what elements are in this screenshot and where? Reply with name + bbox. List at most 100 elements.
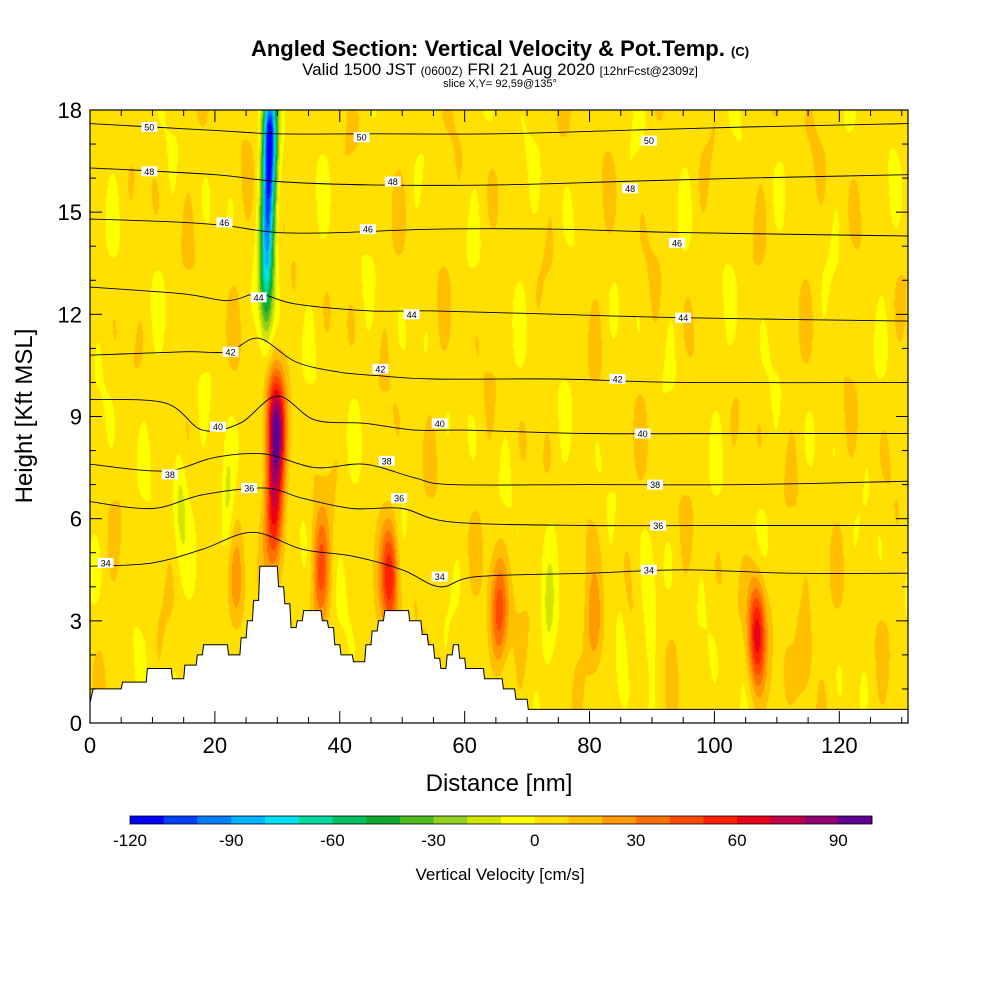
colorbar-swatch [433,816,468,824]
contour-label-bg [431,418,448,429]
contour-label-bg [634,428,651,439]
isentrope-40 [90,395,908,435]
colorbar-swatch [366,816,401,824]
contour-label-bg [161,469,178,480]
contour-label-bg [378,455,395,466]
contour-label: 44 [254,293,264,303]
contour-label-bg [622,183,639,194]
contour-label-bg [210,421,226,432]
colorbar-swatch [804,816,839,824]
colorbar-tick-label: 90 [829,831,848,850]
contour-label-bg [431,571,448,582]
isentrope-42 [90,337,908,384]
colorbar-tick-label: 30 [626,831,645,850]
contour-label-bg [403,309,420,320]
isentrope-36 [90,487,908,527]
x-tick-label: 40 [328,733,352,758]
x-tick-label: 0 [84,733,96,758]
colorbar-swatch [838,816,873,824]
contour-label: 48 [144,167,154,177]
contour-label-bg [141,122,158,132]
contour-labels: 50 50 50 48 48 48 46 46 46 44 44 44 42 42 42 40 40 40 38 38… [97,122,692,582]
contour-label-bg [391,493,408,504]
contour-label-bg [359,224,376,235]
contour-label-bg [250,292,267,303]
colorbar-swatch [737,816,772,824]
contour-label-bg [97,557,114,568]
contour-label-bg [384,176,401,187]
colorbar-swatch [130,816,165,824]
isentrope-contours [90,123,908,588]
contour-label: 36 [394,494,404,504]
subtitle-forecast: [12hrFcst@2309z] [599,64,698,78]
contour-label: 38 [165,470,175,480]
contour-label: 34 [101,558,111,568]
vertical-velocity-field [90,110,908,723]
x-tick-label: 120 [821,733,858,758]
contour-label: 42 [613,375,623,385]
isentrope-34 [90,531,908,588]
colorbar-title: Vertical Velocity [cm/s] [415,865,584,884]
chart-subtitle: Valid 1500 JST (0600Z) FRI 21 Aug 2020 [… [0,60,1000,80]
subtitle-utc: (0600Z) [420,64,463,78]
x-axis-title: Distance [nm] [426,770,573,797]
chart-title: Angled Section: Vertical Velocity & Pot.… [0,36,1000,62]
y-tick-label: 3 [70,609,82,634]
y-tick-label: 18 [58,98,82,123]
contour-label-bg [675,312,692,323]
colorbar-swatch [635,816,670,824]
colorbar-swatch [568,816,603,824]
contour-label: 34 [435,572,445,582]
isentrope-38 [90,452,908,486]
title-main: Angled Section: Vertical Velocity & Pot.… [250,36,725,61]
subtitle-date: FRI 21 Aug 2020 [467,60,595,79]
contour-label: 42 [225,347,235,357]
x-tick-label: 20 [203,733,227,758]
colorbar-swatch [501,816,536,824]
y-tick-label: 0 [70,711,82,736]
contour-label: 34 [644,565,654,575]
contour-label: 44 [407,310,417,320]
colorbar-swatch [703,816,738,824]
colorbar-swatch [467,816,502,824]
contour-label: 50 [144,123,154,133]
contour-label-bg [241,483,258,493]
contour-label-bg [640,564,657,575]
colorbar: -120 -90 -60 -30 0 30 60 90 [113,815,873,850]
contour-label: 38 [382,456,392,466]
colorbar-swatch [534,816,569,824]
contour-label: 40 [213,422,223,432]
colorbar-swatch [231,816,266,824]
contour-label: 50 [357,133,367,143]
contour-label-bg [640,135,657,146]
y-tick-label: 12 [58,302,82,327]
contour-label: 46 [219,218,229,228]
colorbar-swatch [264,816,299,824]
contour-label-bg [609,374,626,384]
colorbar-tick-label: -60 [320,831,345,850]
colorbar-swatch [298,816,333,824]
isentrope-46 [90,218,908,237]
contour-label: 50 [644,136,654,146]
contour-label: 40 [435,419,445,429]
contour-label-bg [647,479,664,490]
contour-label: 38 [650,480,660,490]
contour-label-bg [650,520,667,531]
y-tick-label: 9 [70,405,82,430]
colorbar-tick-label: 0 [530,831,539,850]
contour-label: 36 [244,484,254,494]
title-tag: (C) [731,44,750,59]
contour-label-bg [216,217,233,228]
contour-label-bg [353,132,370,143]
contour-label: 36 [653,521,663,531]
contour-label: 46 [672,238,682,248]
contour-label: 42 [375,364,385,374]
colorbar-tick-label: -90 [219,831,244,850]
colorbar-swatch [163,816,198,824]
contour-label-bg [372,363,389,374]
contour-label: 44 [678,313,688,323]
colorbar-tick-label: -120 [113,831,147,850]
contour-label: 48 [625,184,635,194]
